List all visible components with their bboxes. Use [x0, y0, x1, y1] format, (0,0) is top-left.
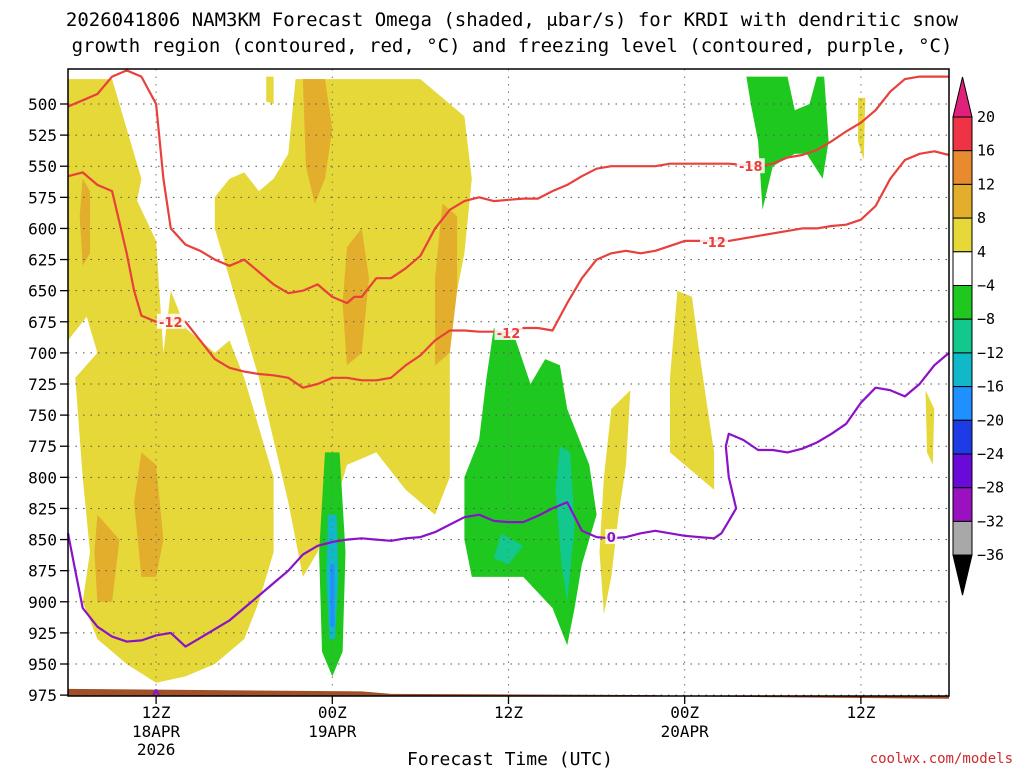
- omega-region-moderate-lift-core-1: [302, 79, 333, 204]
- colorbar-swatch-9: [952, 419, 973, 455]
- colorbar-label-3: 8: [977, 209, 986, 227]
- x-tick-label-time-30: 12Z: [494, 703, 523, 722]
- y-tick-label-700: 700: [28, 344, 57, 363]
- colorbar-label-13: −36: [977, 546, 1004, 564]
- credit-text: coolwx.com/models: [870, 751, 1013, 767]
- colorbar-swatch-1: [952, 150, 973, 185]
- omega-region-moderate-lift-core-4: [134, 452, 164, 577]
- contour-label-4: -12: [702, 236, 726, 251]
- colorbar-swatch-8: [952, 386, 973, 421]
- x-tick-label-time-42: 00Z: [670, 703, 699, 722]
- x-tick-label-time-18: 00Z: [318, 703, 347, 722]
- omega-region-weak-lift-central: [214, 79, 472, 577]
- contour-labels: -18 -12 -12 -12 0: [156, 158, 765, 546]
- y-axis: 500 525 550 575 600 625 650 675 700 725 750 775 800 8…: [28, 95, 68, 705]
- colorbar-swatch-0: [952, 116, 973, 152]
- x-tick-label-time-54: 12Z: [846, 703, 875, 722]
- contour-label-bg-3: [494, 324, 523, 340]
- y-tick-label-575: 575: [28, 188, 57, 207]
- x-tick-label-time-6: 12Z: [142, 703, 171, 722]
- omega-region-weak-lift-west-upper: [68, 79, 142, 341]
- omega-region-weak-lift-upper-mid: [266, 76, 274, 104]
- omega-region-weak-lift-east-3: [925, 390, 935, 465]
- colorbar-label-10: −24: [977, 445, 1004, 463]
- colorbar-label-8: −16: [977, 378, 1004, 396]
- colorbar-label-9: −20: [977, 411, 1004, 429]
- x-axis-label: Forecast Time (UTC): [407, 749, 613, 768]
- contour-label-bg-1: [736, 158, 765, 174]
- contour-label-bg-4: [700, 234, 729, 250]
- omega-region-narrow-sinking-plume-core-2: [330, 564, 335, 627]
- colorbar-swatch-7: [952, 352, 973, 388]
- omega-region-sinking-core-central-2: [493, 533, 524, 565]
- colorbar-label-5: −4: [977, 277, 995, 295]
- y-tick-label-800: 800: [28, 468, 57, 487]
- contour-label-1: -18: [739, 160, 763, 175]
- y-tick-label-650: 650: [28, 282, 57, 301]
- y-tick-label-775: 775: [28, 437, 57, 456]
- x-tick-label-date-6: 18APR: [132, 722, 181, 741]
- chart-title-line1: 2026041806 NAM3KM Forecast Omega (shaded…: [66, 9, 959, 31]
- x-tick-label-year-6: 2026: [137, 740, 176, 759]
- y-tick-label-550: 550: [28, 157, 57, 176]
- chart-title-line2: growth region (contoured, red, °C) and f…: [72, 35, 953, 57]
- omega-region-moderate-lift-core-5: [94, 514, 120, 602]
- colorbar-label-2: 12: [977, 175, 995, 193]
- colorbar-label-12: −32: [977, 512, 1004, 530]
- colorbar-swatch-4: [952, 251, 973, 287]
- contour-line-6: [152, 688, 160, 696]
- y-tick-label-675: 675: [28, 313, 57, 332]
- colorbar-swatch-6: [952, 318, 973, 354]
- contour-label-bg-5: [605, 529, 618, 545]
- omega-region-sinking-core-central: [555, 446, 575, 602]
- omega-region-moderate-lift-upper-west: [79, 178, 90, 266]
- y-tick-label-925: 925: [28, 624, 57, 643]
- colorbar-top-arrow: [952, 76, 973, 118]
- omega-region-weak-lift-east-2: [599, 390, 631, 615]
- colorbar-swatch-3: [952, 217, 973, 253]
- y-tick-label-975: 975: [28, 686, 57, 705]
- colorbar-label-0: 20: [977, 108, 995, 126]
- colorbar-swatch-12: [952, 520, 973, 556]
- y-tick-label-950: 950: [28, 655, 57, 674]
- omega-shaded-regions: [68, 76, 935, 683]
- y-tick-label-875: 875: [28, 562, 57, 581]
- colorbar-bottom-arrow: [952, 554, 973, 596]
- colorbar-swatch-2: [952, 183, 973, 219]
- omega-region-weak-lift-east-1: [670, 290, 715, 490]
- contour-label-5: 0: [607, 531, 616, 546]
- y-tick-label-500: 500: [28, 95, 57, 114]
- omega-region-sinking-east-upper: [746, 76, 829, 210]
- colorbar-swatch-5: [952, 285, 973, 320]
- colorbar-label-1: 16: [977, 142, 995, 160]
- y-tick-label-600: 600: [28, 219, 57, 238]
- omega-region-moderate-lift-core-3: [435, 203, 458, 366]
- colorbar-label-11: −28: [977, 479, 1004, 497]
- colorbar-label-6: −8: [977, 310, 995, 328]
- contour-label-2: -12: [159, 316, 183, 331]
- contour-line-5: [66, 352, 950, 648]
- colorbar: 20 16 12 8 4 −4 −8 −12 −16 −20 −24 −28 −32 −36: [952, 76, 1004, 596]
- y-tick-label-825: 825: [28, 499, 57, 518]
- y-tick-label-850: 850: [28, 531, 57, 550]
- colorbar-swatch-11: [952, 487, 973, 522]
- colorbar-swatch-10: [952, 453, 973, 489]
- y-tick-label-625: 625: [28, 251, 57, 270]
- y-tick-label-750: 750: [28, 406, 57, 425]
- x-tick-label-date-42: 20APR: [661, 722, 710, 741]
- x-tick-label-date-18: 19APR: [308, 722, 357, 741]
- contour-line-0: [67, 69, 949, 305]
- contour-label-3: -12: [497, 327, 521, 342]
- colorbar-label-7: −12: [977, 344, 1004, 362]
- y-tick-label-725: 725: [28, 375, 57, 394]
- colorbar-label-4: 4: [977, 243, 986, 261]
- omega-region-weak-lift-east-4: [858, 97, 866, 160]
- contour-label-bg-2: [156, 313, 185, 329]
- y-tick-label-900: 900: [28, 593, 57, 612]
- y-tick-label-525: 525: [28, 126, 57, 145]
